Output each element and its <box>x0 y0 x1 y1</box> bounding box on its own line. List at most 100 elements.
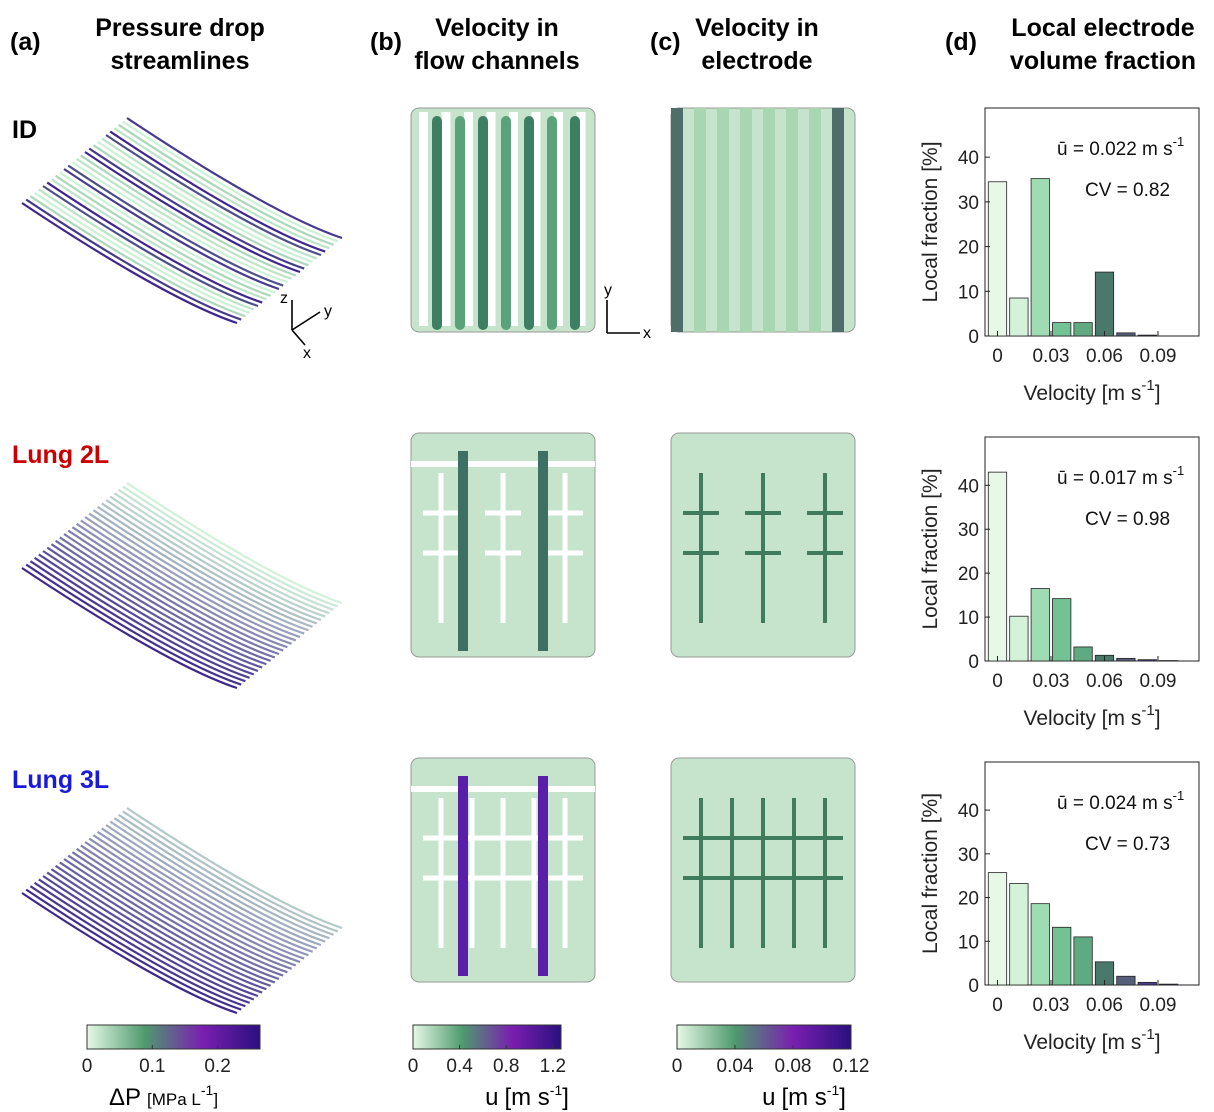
colorbar-gradient <box>413 1025 561 1049</box>
y-tick-label: 10 <box>958 282 979 303</box>
bar <box>1010 884 1028 985</box>
colorbar-tick-label: 1.2 <box>540 1056 566 1077</box>
colorbar-tick-label: 0 <box>82 1056 93 1077</box>
y-tick-label: 20 <box>958 238 979 259</box>
histogram: 01020304000.030.060.09Local fraction [%]… <box>919 437 1199 730</box>
bar <box>988 472 1006 661</box>
bar <box>1095 272 1113 336</box>
bar <box>1138 982 1156 985</box>
colorbar-tick-label: 0 <box>408 1056 419 1077</box>
decoration <box>763 108 775 332</box>
panel-title: Velocity in <box>435 14 559 42</box>
y-tick-label: 40 <box>958 476 979 497</box>
decoration <box>547 116 557 330</box>
colorbar-tick-label: 0.2 <box>204 1056 230 1077</box>
x-axis-label-end: ] <box>1155 707 1161 730</box>
colorbar-label: ΔP[MPa L-1] <box>109 1082 218 1111</box>
y-tick-label: 10 <box>958 608 979 629</box>
histogram: 01020304000.030.060.09Local fraction [%]… <box>919 108 1199 405</box>
x-tick-label: 0.03 <box>1032 346 1069 367</box>
x-tick-label: 0.09 <box>1139 671 1176 692</box>
x-tick-label: 0.06 <box>1086 671 1123 692</box>
x-tick-label: 0 <box>992 671 1003 692</box>
bar <box>1010 616 1028 661</box>
colorbar-unit-exp: -1 <box>550 1082 563 1098</box>
colorbar-label: u[m s-1] <box>762 1082 846 1111</box>
axes-2d-arrows <box>607 300 640 333</box>
cv-annotation: CV = 0.73 <box>1085 834 1170 855</box>
bar <box>988 182 1006 336</box>
panel-title: electrode <box>701 47 812 75</box>
x-axis-label-end: ] <box>1155 382 1161 405</box>
decoration <box>786 108 798 332</box>
decoration <box>442 112 451 326</box>
y-tick-label: 40 <box>958 801 979 822</box>
x-axis-label: Velocity [m s-1] <box>1023 1026 1160 1054</box>
decoration <box>694 108 706 332</box>
axes-2d-label: y <box>604 282 612 299</box>
colorbar-unit-exp: -1 <box>827 1082 840 1098</box>
x-axis-label: Velocity [m s-1] <box>1023 377 1160 405</box>
colorbar-tick-label: 0.04 <box>717 1056 754 1077</box>
y-tick-label: 30 <box>958 193 979 214</box>
x-tick-label: 0.03 <box>1032 995 1069 1016</box>
histogram: 01020304000.030.060.09Local fraction [%]… <box>919 762 1199 1054</box>
mean-annotation-text: ū = 0.017 m s <box>1057 468 1173 489</box>
mean-annotation-text: ū = 0.024 m s <box>1057 793 1173 814</box>
panel-title: flow channels <box>414 47 579 75</box>
colorbar-symbol: u <box>762 1084 775 1111</box>
panel-title: volume fraction <box>1010 47 1196 75</box>
axes-2d: yx <box>604 282 651 342</box>
colorbar-unit-end: ] <box>213 1090 218 1109</box>
y-tick-label: 0 <box>968 327 979 348</box>
colorbar-tick-label: 0.08 <box>775 1056 812 1077</box>
decoration <box>455 116 465 330</box>
bar <box>1010 298 1028 336</box>
x-axis-label-exp: -1 <box>1141 1026 1154 1043</box>
colorbar-tick-label: 0.8 <box>493 1056 519 1077</box>
x-axis-label-text: Velocity [m s <box>1023 382 1141 405</box>
decoration <box>464 112 473 326</box>
mean-annotation-text: ū = 0.022 m s <box>1057 139 1173 160</box>
mean-annotation-exp: -1 <box>1173 788 1185 803</box>
bar <box>988 873 1006 985</box>
mean-annotation-exp: -1 <box>1173 134 1185 149</box>
y-tick-label: 0 <box>968 976 979 997</box>
x-axis-label-exp: -1 <box>1141 702 1154 719</box>
bar <box>1159 984 1177 985</box>
colorbar-unit: [m s <box>504 1084 549 1111</box>
y-tick-label: 40 <box>958 148 979 169</box>
x-tick-label: 0.06 <box>1086 346 1123 367</box>
colorbar: 0 0.1 0.2 ΔP[MPa L-1] <box>82 1025 260 1111</box>
colorbar-gradient <box>87 1025 260 1049</box>
panel-letter: (b) <box>370 28 402 56</box>
bar <box>1052 927 1070 985</box>
colorbar-tick-label: 0.1 <box>139 1056 165 1077</box>
x-tick-label: 0.09 <box>1139 346 1176 367</box>
bar <box>1117 333 1135 336</box>
colorbar: 00.40.81.2u[m s-1] <box>408 1025 569 1111</box>
bar <box>1052 599 1070 661</box>
x-axis-label-exp: -1 <box>1141 377 1154 394</box>
x-axis-label-text: Velocity [m s <box>1023 707 1141 730</box>
x-tick-label: 0 <box>992 995 1003 1016</box>
decoration <box>524 116 534 330</box>
triad-label: y <box>324 303 332 320</box>
x-tick-label: 0.06 <box>1086 995 1123 1016</box>
colorbar-unit-exp: -1 <box>201 1082 214 1098</box>
y-tick-label: 20 <box>958 564 979 585</box>
axes-triad: zyx <box>280 290 332 362</box>
x-axis-label-end: ] <box>1155 1031 1161 1054</box>
x-tick-label: 0.03 <box>1032 671 1069 692</box>
y-axis-label: Local fraction [%] <box>919 793 942 954</box>
figure: (a)Pressure dropstreamlines(b)Velocity i… <box>0 0 1214 1112</box>
y-tick-label: 10 <box>958 932 979 953</box>
triad-label: x <box>303 345 311 362</box>
y-tick-label: 30 <box>958 520 979 541</box>
bar <box>1138 660 1156 661</box>
row-label: Lung 3L <box>12 766 109 794</box>
colorbar-unit-end: ] <box>839 1084 846 1111</box>
decoration <box>740 108 752 332</box>
y-axis-label: Local fraction [%] <box>919 141 942 302</box>
colorbar-unit: [MPa L <box>147 1090 201 1109</box>
